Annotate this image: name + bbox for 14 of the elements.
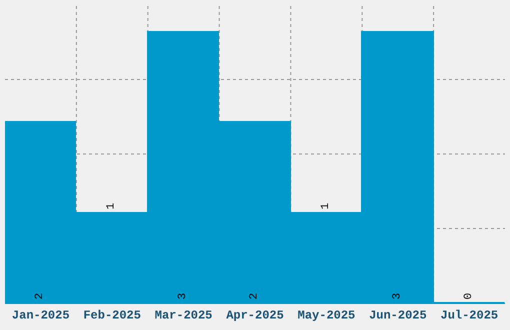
data-label: 0 bbox=[463, 292, 475, 300]
x-tick-label: Jul-2025 bbox=[440, 308, 498, 322]
data-label: 3 bbox=[392, 292, 404, 300]
x-tick-label: Apr-2025 bbox=[226, 308, 284, 322]
data-label: 1 bbox=[320, 202, 332, 210]
data-label: 2 bbox=[34, 292, 46, 300]
data-label: 3 bbox=[177, 292, 189, 300]
x-tick-label: Feb-2025 bbox=[83, 308, 141, 322]
x-tick-label: May-2025 bbox=[298, 308, 356, 322]
x-tick-label: Jan-2025 bbox=[12, 308, 70, 322]
data-label: 2 bbox=[248, 292, 260, 300]
data-label: 1 bbox=[106, 202, 118, 210]
x-tick-label: Jun-2025 bbox=[369, 308, 427, 322]
x-tick-label: Mar-2025 bbox=[154, 308, 212, 322]
